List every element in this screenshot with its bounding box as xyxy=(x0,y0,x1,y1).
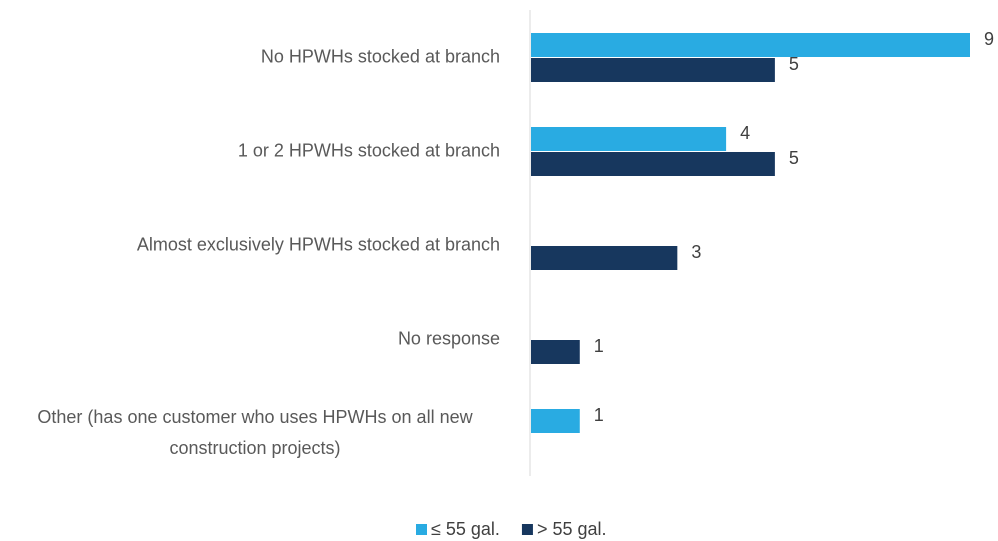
data-label: 9 xyxy=(984,29,994,49)
category-label: Other (has one customer who uses HPWHs o… xyxy=(37,407,473,458)
data-label: 4 xyxy=(740,123,750,143)
bar xyxy=(531,246,678,270)
data-label: 5 xyxy=(789,54,799,74)
bar xyxy=(531,58,775,82)
bar xyxy=(531,340,580,364)
legend-swatch xyxy=(521,524,533,535)
category-label: No HPWHs stocked at branch xyxy=(260,46,500,67)
data-label: 1 xyxy=(594,336,604,356)
bar xyxy=(531,127,727,151)
legend-label: ≤ 55 gal. xyxy=(431,519,500,539)
bar xyxy=(531,152,775,176)
data-label: 3 xyxy=(691,242,701,262)
legend-label: > 55 gal. xyxy=(537,519,607,539)
data-label: 1 xyxy=(594,405,604,425)
category-label: Almost exclusively HPWHs stocked at bran… xyxy=(136,234,500,255)
legend-swatch xyxy=(416,524,427,535)
bar xyxy=(531,409,580,433)
category-label: 1 or 2 HPWHs stocked at branch xyxy=(237,140,500,161)
bar xyxy=(531,33,970,57)
category-label: No response xyxy=(397,328,500,349)
data-label: 5 xyxy=(789,148,799,168)
